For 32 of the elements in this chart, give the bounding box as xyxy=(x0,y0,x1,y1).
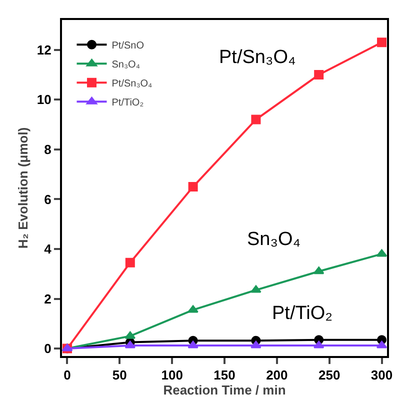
x-tick-label: 100 xyxy=(161,368,183,383)
point xyxy=(377,38,387,48)
y-tick-label: 4 xyxy=(44,242,52,257)
y-tick-label: 2 xyxy=(44,291,52,306)
x-tick-label: 200 xyxy=(266,368,288,383)
y-tick-label: 10 xyxy=(36,92,52,108)
x-tick-label: 250 xyxy=(318,368,340,383)
y-axis-title: H₂ Evolution (μmol) xyxy=(15,127,30,249)
x-tick-label: 300 xyxy=(370,368,393,383)
point xyxy=(188,182,198,192)
y-tick-label: 12 xyxy=(36,42,52,58)
x-tick-label: 0 xyxy=(64,368,71,383)
x-axis-title: Reaction Time / min xyxy=(163,382,286,398)
point xyxy=(314,70,324,80)
x-tick-label: 50 xyxy=(112,368,127,383)
legend-label: Pt/SnO xyxy=(112,40,144,52)
legend-label: Pt/Sn₃O₄ xyxy=(112,78,152,90)
point xyxy=(250,340,262,348)
annotation: Pt/TiO₂ xyxy=(272,303,333,324)
y-tick-label: 6 xyxy=(44,192,52,207)
point xyxy=(251,114,261,124)
point xyxy=(188,340,198,348)
legend-label: Pt/TiO₂ xyxy=(112,97,144,108)
point xyxy=(250,285,262,293)
y-tick-label: 0 xyxy=(44,341,52,356)
point xyxy=(188,305,198,313)
x-tick-label: 150 xyxy=(214,368,236,383)
point xyxy=(125,258,135,268)
annotation: Sn₃O₄ xyxy=(247,229,301,250)
legend-label: Sn₃O₄ xyxy=(112,59,140,70)
annotation: Pt/Sn₃O₄ xyxy=(219,47,296,68)
y-tick-label: 8 xyxy=(44,142,52,157)
